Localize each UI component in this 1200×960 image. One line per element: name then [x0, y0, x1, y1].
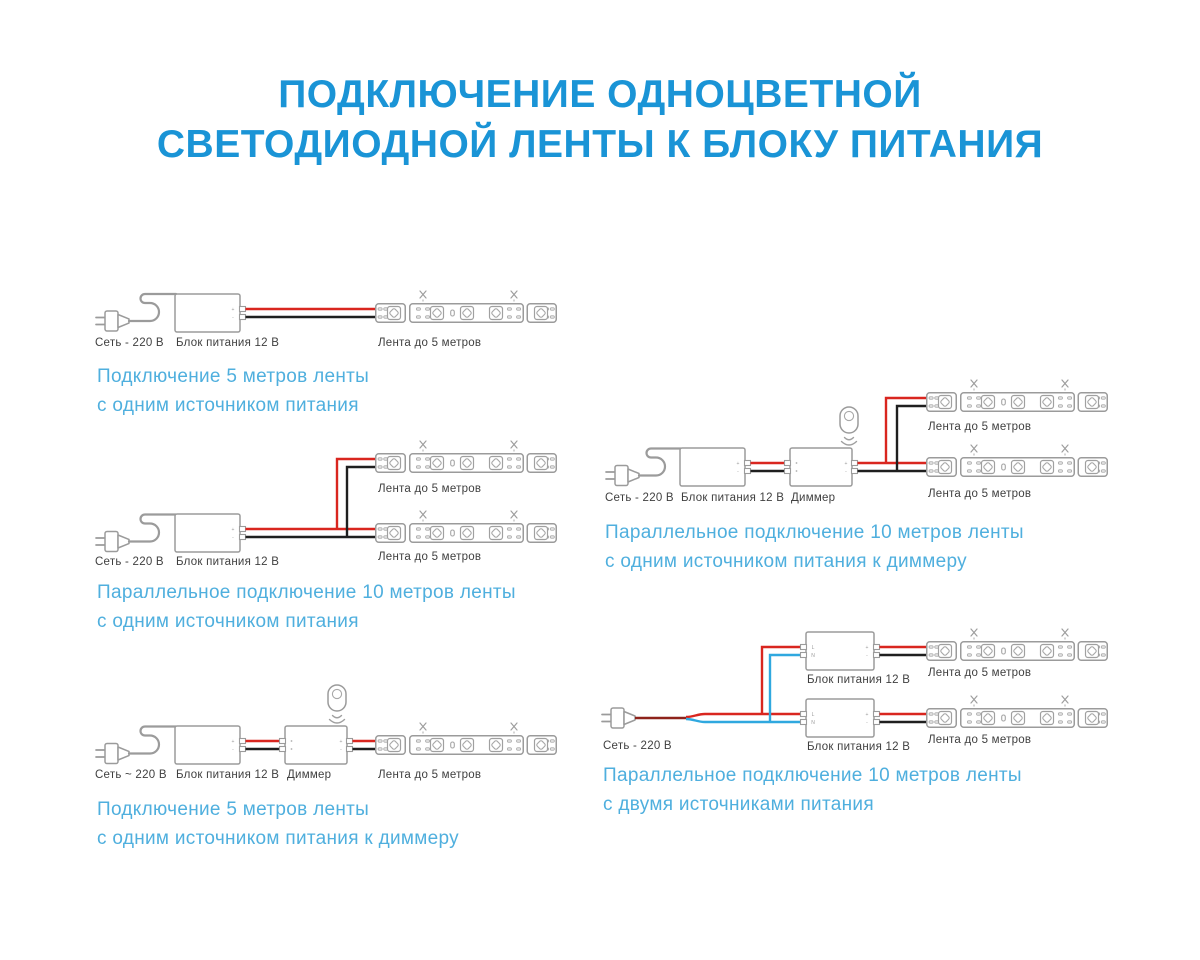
label-strip: Лента до 5 метров [928, 488, 1032, 500]
power-cord [127, 292, 178, 323]
page-title-line2: СВЕТОДИОДНОЙ ЛЕНТЫ К БЛОКУ ПИТАНИЯ [156, 123, 1044, 166]
svg-text:-: - [845, 469, 847, 475]
dimmer-box [284, 725, 348, 765]
caption-line: с двумя источниками питания [603, 794, 874, 815]
label-mains: Сеть ~ 220 В [95, 769, 167, 781]
wire-black [245, 465, 377, 539]
diagram-3-caption: Подключение 5 метров ленты с одним источ… [97, 795, 459, 853]
diagram-2-graphic: + - [95, 441, 557, 553]
label-strip: Лента до 5 метров [928, 421, 1032, 433]
diagram-2-caption: Параллельное подключение 10 метров ленты… [97, 578, 516, 636]
led-strip [927, 629, 1108, 660]
svg-text:L: L [812, 712, 815, 718]
page-title: ПОДКЛЮЧЕНИЕ ОДНОЦВЕТНОЙ СВЕТОДИОДНОЙ ЛЕН… [0, 70, 1200, 170]
label-strip: Лента до 5 метров [378, 551, 482, 563]
svg-text:N: N [811, 720, 815, 726]
plug-icon [601, 707, 636, 729]
caption-line: с одним источником питания к диммеру [97, 828, 459, 849]
svg-text:L: L [812, 645, 815, 651]
label-psu: Блок питания 12 В [807, 741, 911, 753]
psu-box [805, 698, 875, 738]
label-psu: Блок питания 12 В [176, 337, 280, 349]
caption-line: Параллельное подключение 10 метров ленты [605, 522, 1024, 543]
label-strip: Лента до 5 метров [378, 769, 482, 781]
caption-line: с одним источником питания [97, 395, 359, 416]
label-strip: Лента до 5 метров [928, 667, 1032, 679]
label-psu: Блок питания 12 В [176, 556, 280, 568]
psu-box [679, 447, 746, 487]
wire-blue-mains [685, 653, 801, 724]
diagram-5-graphic: L N + - L N + - [601, 629, 1108, 738]
diagram-1-caption: Подключение 5 метров ленты с одним источ… [97, 362, 369, 420]
wire-red-mains [685, 645, 801, 719]
svg-text:+: + [866, 645, 869, 651]
svg-text:-: - [232, 315, 234, 321]
svg-text:+: + [340, 739, 343, 745]
plug-icon [95, 530, 130, 553]
label-dimmer: Диммер [791, 492, 836, 504]
plug-icon [605, 464, 640, 487]
remote-icon [839, 406, 859, 446]
plug-icon [95, 742, 130, 765]
label-strip: Лента до 5 метров [378, 337, 482, 349]
psu-box [174, 293, 241, 333]
power-cord [127, 513, 178, 543]
svg-text:-: - [866, 720, 868, 726]
label-strip: Лента до 5 метров [928, 734, 1032, 746]
svg-text:+: + [232, 527, 235, 533]
svg-text:-: - [232, 747, 234, 753]
led-strip [376, 723, 557, 754]
label-mains: Сеть - 220 В [603, 740, 672, 752]
led-strip [927, 380, 1108, 411]
svg-text:+: + [845, 461, 848, 467]
caption-line: Подключение 5 метров ленты [97, 366, 370, 387]
label-mains: Сеть - 220 В [605, 492, 674, 504]
svg-text:+: + [737, 461, 740, 467]
power-cord [637, 447, 683, 477]
wire-red [245, 457, 377, 531]
svg-text:+: + [232, 307, 235, 313]
label-psu: Блок питания 12 В [681, 492, 785, 504]
label-psu: Блок питания 12 В [807, 674, 911, 686]
diagram-4-caption: Параллельное подключение 10 метров ленты… [605, 518, 1024, 576]
led-strip [376, 511, 557, 542]
wire-red [857, 396, 928, 465]
label-psu: Блок питания 12 В [176, 769, 280, 781]
label-mains: Сеть - 220 В [95, 556, 164, 568]
diagram-3-graphic: + - + - [95, 684, 557, 765]
psu-box [805, 631, 875, 671]
svg-text:+: + [866, 712, 869, 718]
power-cord [127, 725, 178, 755]
label-mains: Сеть - 220 В [95, 337, 164, 349]
diagram-4-graphic: + - + - [605, 380, 1108, 487]
wire-black [857, 404, 928, 473]
led-strip [927, 696, 1108, 727]
diagram-5-caption: Параллельное подключение 10 метров ленты… [603, 761, 1022, 819]
psu-box [174, 513, 241, 553]
led-strip [376, 291, 557, 322]
svg-text:-: - [737, 469, 739, 475]
caption-line: Параллельное подключение 10 метров ленты [603, 765, 1022, 786]
dimmer-box [789, 447, 853, 487]
caption-line: с одним источником питания к диммеру [605, 551, 967, 572]
led-strip [376, 441, 557, 472]
label-strip: Лента до 5 метров [378, 483, 482, 495]
svg-text:-: - [232, 535, 234, 541]
remote-icon [327, 684, 347, 724]
plug-icon [95, 310, 130, 332]
label-dimmer: Диммер [287, 769, 332, 781]
svg-text:-: - [866, 653, 868, 659]
svg-text:-: - [340, 747, 342, 753]
caption-line: Параллельное подключение 10 метров ленты [97, 582, 516, 603]
svg-text:+: + [232, 739, 235, 745]
caption-line: Подключение 5 метров ленты [97, 799, 370, 820]
caption-line: с одним источником питания [97, 611, 359, 632]
page-title-line1: ПОДКЛЮЧЕНИЕ ОДНОЦВЕТНОЙ [278, 73, 922, 116]
led-strip [927, 445, 1108, 476]
diagram-1-graphic: + - [95, 291, 557, 333]
svg-text:N: N [811, 653, 815, 659]
psu-box [174, 725, 241, 765]
